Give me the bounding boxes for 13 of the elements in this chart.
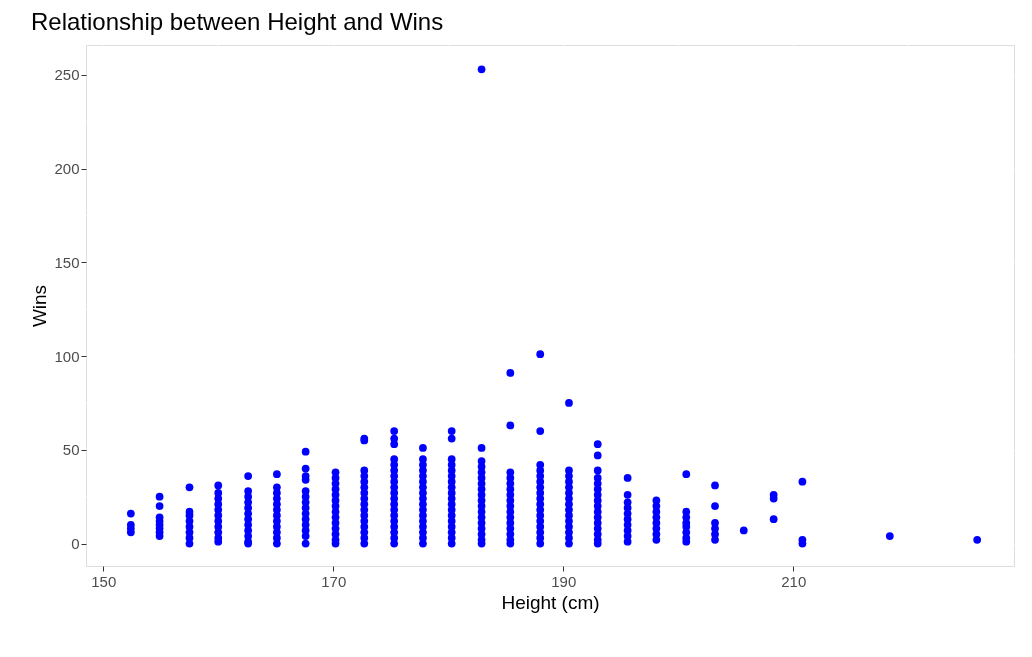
y-axis-title: Wins	[29, 284, 51, 328]
x-tick-label: 170	[321, 572, 347, 590]
y-tick-label: 0	[71, 535, 80, 553]
y-tick-label: 250	[54, 66, 80, 84]
x-tick-label: 210	[781, 572, 807, 590]
y-tick-label: 100	[54, 347, 80, 365]
x-tick-label: 190	[551, 572, 577, 590]
y-tick-label: 200	[54, 160, 80, 178]
chart-title: Relationship between Height and Wins	[30, 7, 444, 35]
y-tick-label: 50	[62, 441, 80, 459]
x-axis-title: Height (cm)	[501, 591, 600, 613]
x-tick-label: 150	[91, 572, 117, 590]
y-tick-label: 150	[54, 253, 80, 271]
